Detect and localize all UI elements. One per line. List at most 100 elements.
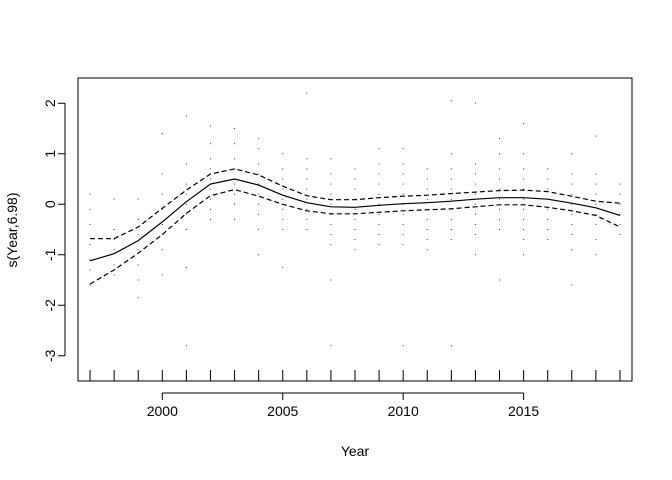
residual-point — [571, 193, 573, 195]
residual-point — [354, 218, 356, 220]
residual-point — [185, 213, 187, 215]
residual-point — [499, 178, 501, 180]
residual-point — [595, 193, 597, 195]
residual-point — [113, 249, 115, 251]
residual-point — [306, 218, 308, 220]
residual-point — [161, 173, 163, 175]
residual-point — [523, 178, 525, 180]
residual-point — [547, 218, 549, 220]
residual-point — [402, 213, 404, 215]
residual-point — [185, 183, 187, 185]
residual-point — [499, 279, 501, 281]
residual-point — [450, 239, 452, 241]
residual-point — [161, 193, 163, 195]
residual-point — [282, 198, 284, 200]
residual-point — [402, 345, 404, 347]
residual-point — [258, 213, 260, 215]
residual-point — [113, 229, 115, 230]
residual-point — [523, 122, 525, 124]
residual-point — [595, 183, 597, 185]
residual-point — [595, 213, 597, 215]
residual-point — [330, 183, 332, 185]
residual-point — [571, 223, 573, 225]
residual-point — [499, 218, 501, 220]
residual-point — [161, 208, 163, 210]
x-tick-label: 2000 — [147, 403, 178, 419]
residual-point — [402, 148, 404, 150]
residual-point — [523, 208, 525, 210]
y-tick-label: -2 — [42, 299, 58, 312]
y-tick-label: 1 — [42, 150, 58, 158]
residual-point — [402, 173, 404, 175]
residual-point — [234, 158, 236, 160]
residual-point — [89, 269, 91, 271]
residual-point — [571, 203, 573, 205]
residual-point — [185, 115, 187, 117]
residual-point — [378, 183, 380, 185]
residual-point — [258, 229, 260, 230]
residual-point — [474, 173, 476, 175]
residual-point — [378, 234, 380, 236]
residual-point — [258, 183, 260, 185]
residual-point — [450, 218, 452, 220]
residual-point — [89, 244, 91, 246]
residual-point — [474, 254, 476, 256]
residual-point — [89, 193, 91, 195]
residual-point — [499, 138, 501, 140]
residual-point — [402, 163, 404, 165]
residual-point — [450, 100, 452, 102]
residual-point — [330, 234, 332, 236]
series-fit-line — [89, 178, 621, 262]
y-axis: -3 -2 -1 0 1 2 — [42, 99, 66, 362]
residual-point — [547, 239, 549, 241]
residual-point — [547, 229, 549, 230]
residual-point — [426, 249, 428, 251]
residual-point — [209, 218, 211, 220]
residual-point — [209, 143, 211, 145]
residual-point — [282, 229, 284, 230]
residual-point — [209, 208, 211, 210]
residual-point — [402, 223, 404, 225]
residual-point — [330, 203, 332, 205]
residual-point — [209, 188, 211, 190]
x-axis-label: Year — [341, 443, 370, 459]
residual-point — [330, 345, 332, 347]
residual-point — [523, 153, 525, 155]
residual-point — [523, 188, 525, 190]
residual-point — [330, 173, 332, 175]
residual-point — [330, 244, 332, 246]
residual-point — [185, 229, 187, 230]
residual-point — [185, 266, 187, 268]
residual-point — [258, 148, 260, 150]
series-lower-line — [89, 188, 621, 285]
residual-point — [161, 234, 163, 236]
residual-point — [474, 213, 476, 215]
residual-point — [234, 203, 236, 205]
residual-point — [258, 173, 260, 175]
residual-point — [234, 218, 236, 220]
residual-point — [450, 345, 452, 347]
residual-point — [354, 229, 356, 230]
residual-point — [330, 223, 332, 225]
residual-point — [595, 135, 597, 137]
residual-point — [234, 128, 236, 129]
residual-point — [234, 143, 236, 145]
residual-point — [378, 203, 380, 205]
residual-point — [89, 208, 91, 210]
residual-point — [282, 153, 284, 155]
residual-point — [137, 249, 139, 251]
residual-point — [571, 284, 573, 286]
residual-point — [547, 178, 549, 180]
y-tick-label: 2 — [42, 99, 58, 107]
residual-point — [306, 158, 308, 160]
residual-point — [354, 168, 356, 170]
residual-point — [450, 153, 452, 155]
residual-point — [306, 188, 308, 190]
residual-point — [595, 239, 597, 241]
residual-point — [282, 168, 284, 170]
residual-point — [378, 244, 380, 246]
residual-point — [499, 208, 501, 210]
residual-point — [450, 188, 452, 190]
residual-point — [282, 266, 284, 268]
residual-point — [595, 173, 597, 175]
